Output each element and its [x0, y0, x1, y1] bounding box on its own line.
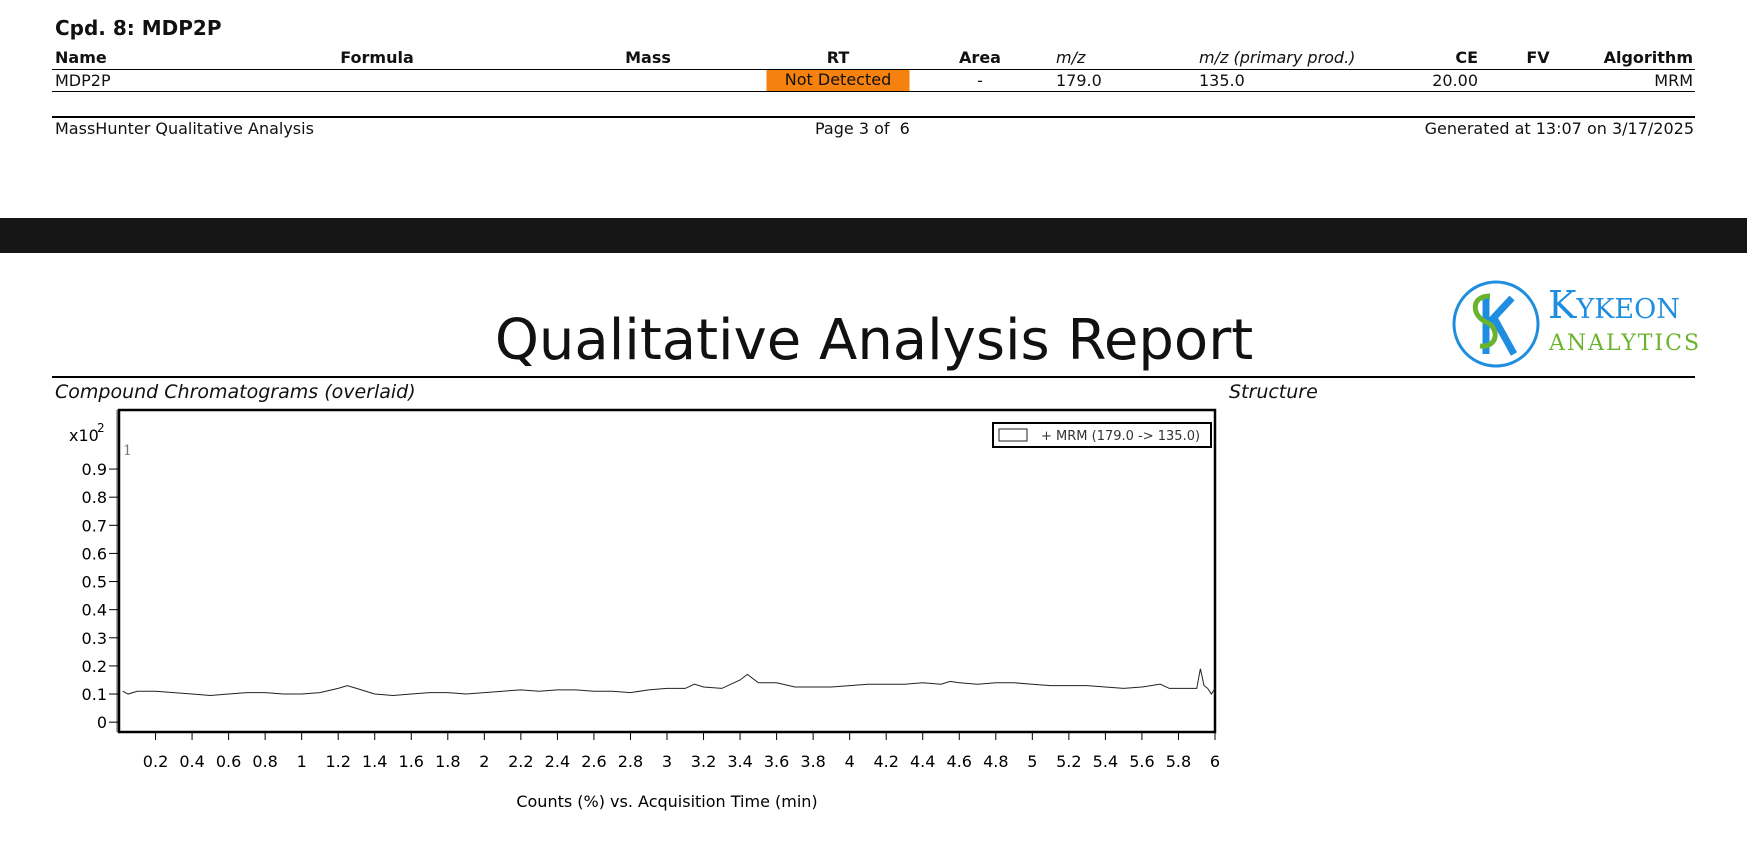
x-tick-label: 4.4: [910, 752, 935, 771]
column-header: RT: [826, 48, 850, 67]
x-tick-label: 1.2: [325, 752, 350, 771]
title-rule: [52, 376, 1695, 378]
x-tick-label: 2.2: [508, 752, 533, 771]
logo-line1: Kykeon: [1548, 283, 1680, 327]
plot-frame: [117, 408, 1217, 734]
page-break-band: [0, 218, 1747, 253]
y-tick-label: 0.4: [82, 601, 107, 620]
y-tick-label: 0: [97, 713, 107, 732]
x-tick-label: 1.6: [399, 752, 424, 771]
column-header: Area: [959, 48, 1001, 67]
footer-center: Page 3 of 6: [815, 119, 910, 138]
legend-box: [992, 422, 1212, 448]
x-tick-label: 2.6: [581, 752, 606, 771]
y-tick-label: 0.6: [82, 544, 107, 563]
x-tick-label: 4.6: [947, 752, 972, 771]
column-header: Formula: [340, 48, 414, 67]
x-tick-label: 1.4: [362, 752, 387, 771]
x-tick-label: 0.4: [179, 752, 204, 771]
column-header: Algorithm: [1603, 48, 1693, 67]
x-tick-label: 3: [662, 752, 672, 771]
x-tick-label: 1: [297, 752, 307, 771]
table-cell: MDP2P: [55, 71, 111, 90]
y-tick-label: 0.3: [82, 629, 107, 648]
x-tick-label: 0.8: [252, 752, 277, 771]
y-tick-label: 0.2: [82, 657, 107, 676]
x-axis-title: Counts (%) vs. Acquisition Time (min): [516, 792, 817, 811]
x-tick-label: 1.8: [435, 752, 460, 771]
x-tick-label: 5.2: [1056, 752, 1081, 771]
table-cell: Not Detected: [766, 69, 910, 91]
x-tick-label: 3.2: [691, 752, 716, 771]
annotation: 1: [123, 443, 132, 459]
x-tick-label: 5.4: [1093, 752, 1118, 771]
report-title: Qualitative Analysis Report: [494, 308, 1254, 373]
x-tick-label: 6: [1210, 752, 1220, 771]
row-rule: [52, 91, 1695, 92]
logo-line2: ANALYTICS: [1548, 331, 1700, 356]
column-header: Name: [55, 48, 107, 67]
column-header: m/z (primary prod.): [1199, 48, 1356, 67]
legend-swatch: [998, 428, 1028, 442]
x-tick-label: 2.8: [618, 752, 643, 771]
table-cell: 179.0: [1056, 71, 1102, 90]
y-tick-label: 0.1: [82, 685, 107, 704]
y-multiplier-exponent: 2: [97, 421, 105, 435]
y-tick-label: 0.8: [82, 488, 107, 507]
table-cell: MRM: [1654, 71, 1693, 90]
x-tick-label: 5: [1027, 752, 1037, 771]
section-heading: Compound Chromatograms (overlaid): [55, 381, 416, 403]
table-cell: 20.00: [1432, 71, 1478, 90]
x-tick-label: 2.4: [545, 752, 570, 771]
chromatogram-chart: 0 0.1 0.2 0.3 0.4 0.5 0.6 0.7 0.8 0.9 0.2 0.4 0.6 0.8…: [69, 408, 1220, 811]
x-tick-label: 4.8: [983, 752, 1008, 771]
header-rule: [52, 69, 1695, 70]
x-tick-label: 0.2: [143, 752, 168, 771]
y-tick-label: 0.7: [82, 516, 107, 535]
x-tick-label: 5.8: [1166, 752, 1191, 771]
logo-ring: [1452, 280, 1540, 368]
column-header: CE: [1455, 48, 1478, 67]
legend-label: + MRM (179.0 -> 135.0): [1041, 429, 1200, 444]
logo-s: [1472, 293, 1498, 349]
x-tick-label: 5.6: [1129, 752, 1154, 771]
x-tick-label: 4: [845, 752, 855, 771]
footer-right: Generated at 13:07 on 3/17/2025: [1424, 119, 1694, 138]
y-tick-label: 0.5: [82, 573, 107, 592]
x-tick-label: 3.8: [800, 752, 825, 771]
footer-rule: [52, 116, 1695, 118]
footer-left: MassHunter Qualitative Analysis: [55, 119, 314, 138]
x-tick-label: 3.4: [727, 752, 752, 771]
x-tick-label: 0.6: [216, 752, 241, 771]
compound-title: Cpd. 8: MDP2P: [55, 16, 222, 40]
logo: Kykeon ANALYTICS: [1452, 280, 1700, 368]
table-cell: 135.0: [1199, 71, 1245, 90]
section-heading: Structure: [1229, 381, 1318, 403]
y-multiplier: x10: [69, 426, 99, 445]
y-tick-label: 0.9: [82, 460, 107, 479]
x-tick-label: 4.2: [873, 752, 898, 771]
column-header: FV: [1526, 48, 1550, 67]
column-header: m/z: [1056, 48, 1086, 67]
column-header: Mass: [625, 48, 671, 67]
table-cell: -: [977, 71, 983, 90]
x-tick-label: 2: [479, 752, 489, 771]
series-line: [122, 668, 1216, 696]
x-tick-label: 3.6: [764, 752, 789, 771]
